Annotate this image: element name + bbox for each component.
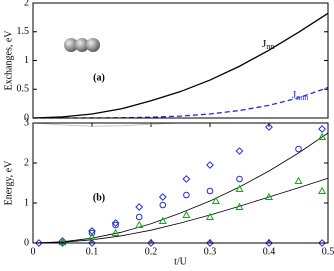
- marker-diamond: [265, 123, 273, 131]
- plot-frame: [32, 2, 329, 119]
- marker-triangle: [158, 216, 167, 225]
- x-tick-label: 0.2: [145, 246, 158, 257]
- y-tick-label: 0.5: [17, 84, 30, 95]
- marker-diamond: [58, 237, 67, 245]
- marker-triangle: [235, 184, 244, 193]
- plot-frame: [32, 122, 329, 244]
- marker-triangle: [205, 212, 215, 221]
- marker-triangle: [318, 132, 327, 141]
- marker-circle: [88, 229, 96, 237]
- y-tick-label: 1: [24, 55, 29, 66]
- marker-circle: [159, 201, 167, 209]
- marker-triangle: [135, 220, 144, 229]
- series-label-subscript: nnn: [296, 93, 308, 102]
- marker-diamond: [147, 239, 155, 247]
- x-tick-label: 0.5: [322, 246, 334, 257]
- panel-label: (b): [93, 192, 105, 203]
- marker-circle: [206, 187, 214, 195]
- y-tick-label: 0: [24, 237, 29, 248]
- x-axis-label: t/U: [174, 256, 188, 266]
- marker-circle: [295, 145, 302, 153]
- panel-label: (a): [93, 72, 105, 83]
- x-tick-label: 0.3: [204, 246, 217, 257]
- x-tick-label: 0.1: [86, 246, 99, 257]
- marker-triangle: [318, 186, 327, 195]
- marker-circle: [112, 221, 119, 229]
- marker-diamond: [206, 161, 214, 169]
- series-label: Jnnn: [292, 89, 308, 102]
- marker-triangle: [294, 176, 303, 185]
- marker-diamond: [111, 219, 120, 227]
- y-tick-label: 2: [24, 157, 29, 168]
- marker-diamond: [318, 125, 327, 133]
- marker-triangle: [235, 202, 244, 211]
- series-label-subscript: nn: [266, 42, 274, 51]
- x-tick-label: 0.4: [263, 246, 276, 257]
- series-line: [32, 132, 329, 244]
- series-line: [32, 177, 329, 244]
- x-tick-label: 0: [31, 246, 36, 257]
- marker-circle: [135, 213, 143, 221]
- y-tick-label: 1: [24, 197, 29, 208]
- y-tick-label: 3: [24, 117, 29, 128]
- marker-diamond: [235, 147, 244, 155]
- marker-diamond: [182, 175, 191, 183]
- series-label: Jnn: [262, 38, 274, 51]
- marker-triangle: [58, 237, 67, 246]
- y-axis-label: Energy, eV: [3, 160, 14, 205]
- atom-chain-icon: [64, 38, 100, 52]
- marker-diamond: [88, 239, 96, 247]
- marker-diamond: [318, 239, 327, 247]
- y-axis-label: Exchanges, eV: [3, 30, 14, 91]
- y-tick-label: 1.5: [17, 26, 30, 37]
- y-tick-label: 2: [24, 0, 29, 8]
- marker-triangle: [264, 192, 274, 201]
- marker-triangle: [211, 196, 220, 205]
- marker-diamond: [135, 203, 144, 211]
- marker-diamond: [206, 239, 214, 247]
- marker-diamond: [265, 239, 273, 247]
- marker-triangle: [87, 232, 97, 241]
- marker-triangle: [182, 210, 191, 219]
- series-line: [32, 12, 329, 119]
- series-label-name: J: [292, 89, 297, 101]
- y-tick-label: 0: [24, 112, 29, 123]
- marker-diamond: [34, 239, 43, 247]
- series-label-name: J: [262, 38, 267, 50]
- series-line: [32, 122, 181, 127]
- marker-circle: [236, 175, 243, 183]
- marker-diamond: [158, 193, 167, 201]
- marker-circle: [183, 191, 190, 199]
- marker-triangle: [111, 228, 120, 237]
